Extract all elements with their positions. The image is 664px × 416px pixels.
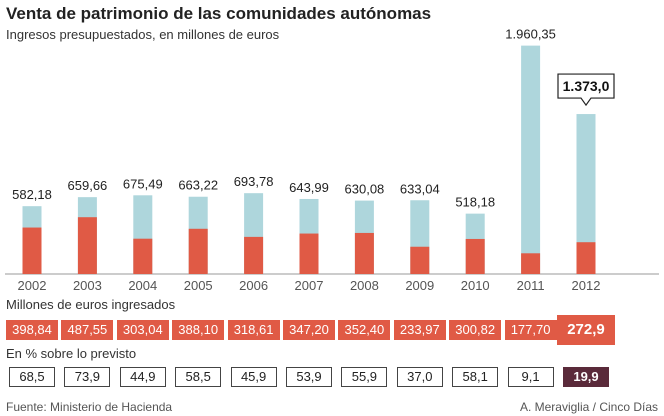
x-tick-label-2012: 2012 xyxy=(572,278,601,293)
callout-box xyxy=(557,73,615,107)
bar-ingresado-2010 xyxy=(465,238,485,274)
value-label-2006: 693,78 xyxy=(234,174,274,189)
x-tick-label-2010: 2010 xyxy=(461,278,490,293)
bar-ingresado-2002 xyxy=(22,227,42,274)
bar-ingresado-2005 xyxy=(188,228,208,274)
value-label-2009: 633,04 xyxy=(400,181,440,196)
bar-ingresado-2009 xyxy=(410,246,430,274)
x-tick-label-2011: 2011 xyxy=(517,278,545,293)
x-tick-label-2007: 2007 xyxy=(295,278,324,293)
value-label-2005: 663,22 xyxy=(178,178,218,193)
x-tick-label-2006: 2006 xyxy=(239,278,268,293)
value-labels-group: 582,18 659,66 675,49 663,22 693,78 643,99 630,… xyxy=(12,27,615,210)
bar-ingresado-2003 xyxy=(77,217,97,274)
bar-ingresado-2007 xyxy=(299,233,319,274)
x-tick-label-2005: 2005 xyxy=(184,278,213,293)
x-tick-label-2008: 2008 xyxy=(350,278,379,293)
bar-ingresado-2004 xyxy=(133,238,153,274)
value-label-2008: 630,08 xyxy=(345,182,385,197)
value-label-2002: 582,18 xyxy=(12,187,52,202)
x-tick-label-2002: 2002 xyxy=(18,278,47,293)
value-label-2007: 643,99 xyxy=(289,180,329,195)
row-label-ingresados: Millones de euros ingresados xyxy=(6,297,176,312)
callout-2012: 1.373,0 xyxy=(557,73,615,107)
chart-subtitle: Ingresos presupuestados, en millones de … xyxy=(6,27,280,42)
bar-ingresado-2011 xyxy=(521,253,541,274)
source-note: Fuente: Ministerio de Hacienda xyxy=(6,400,173,414)
value-label-2012: 1.373,0 xyxy=(563,78,610,94)
bar-presupuestado-2012 xyxy=(576,114,596,274)
x-tick-label-2003: 2003 xyxy=(73,278,102,293)
value-label-2003: 659,66 xyxy=(68,178,108,193)
value-label-2011: 1.960,35 xyxy=(505,27,556,42)
value-label-2010: 518,18 xyxy=(455,195,495,210)
credit-note: A. Meraviglia / Cinco Días xyxy=(519,400,658,414)
bars-group xyxy=(22,45,596,274)
bar-presupuestado-2011 xyxy=(521,45,541,274)
year-labels-group: 2002 2003 2004 2005 2006 2007 2008 2009 2010 2011… xyxy=(18,278,601,293)
row-label-porcentaje: En % sobre lo previsto xyxy=(6,346,137,361)
chart-title: Venta de patrimonio de las comunidades a… xyxy=(6,4,432,23)
value-label-2004: 675,49 xyxy=(123,176,163,191)
bar-ingresado-2006 xyxy=(244,236,264,274)
bar-ingresado-2008 xyxy=(354,232,374,274)
x-tick-label-2004: 2004 xyxy=(128,278,157,293)
x-tick-label-2009: 2009 xyxy=(405,278,434,293)
bar-ingresado-2012 xyxy=(576,242,596,274)
